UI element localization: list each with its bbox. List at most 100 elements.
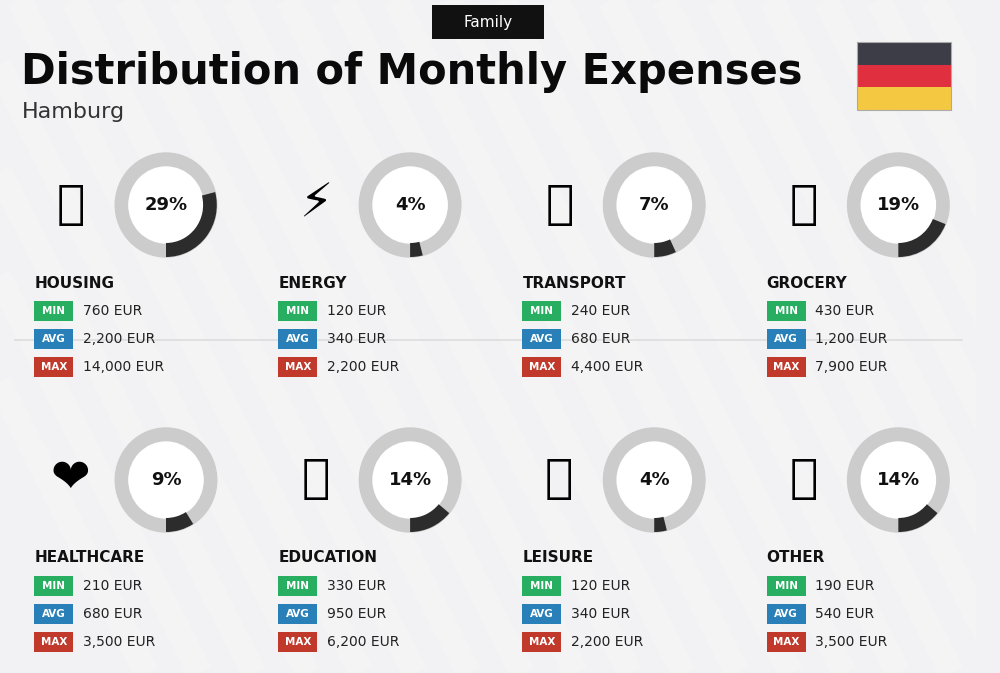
Text: EDUCATION: EDUCATION [278, 551, 377, 565]
Text: MIN: MIN [286, 306, 309, 316]
Wedge shape [410, 504, 449, 532]
Bar [522, 632, 561, 652]
Text: 🛍️: 🛍️ [545, 458, 574, 503]
Text: 29%: 29% [144, 196, 188, 214]
Text: 2,200 EUR: 2,200 EUR [571, 635, 643, 649]
Bar [34, 604, 73, 624]
Bar [278, 576, 317, 596]
Text: AVG: AVG [530, 609, 554, 619]
Circle shape [617, 167, 691, 243]
Text: Hamburg: Hamburg [21, 102, 125, 122]
Circle shape [115, 428, 217, 532]
Bar [34, 329, 73, 349]
Bar [857, 42, 951, 65]
Text: 19%: 19% [877, 196, 920, 214]
Text: HEALTHCARE: HEALTHCARE [34, 551, 144, 565]
Text: OTHER: OTHER [767, 551, 825, 565]
Text: 120 EUR: 120 EUR [327, 304, 386, 318]
Circle shape [115, 153, 217, 257]
Text: 3,500 EUR: 3,500 EUR [815, 635, 888, 649]
Text: 7%: 7% [639, 196, 670, 214]
Bar [278, 329, 317, 349]
Text: MAX: MAX [529, 637, 555, 647]
Text: LEISURE: LEISURE [522, 551, 594, 565]
Bar [767, 576, 806, 596]
Text: AVG: AVG [774, 609, 798, 619]
Text: AVG: AVG [774, 334, 798, 344]
Text: MIN: MIN [42, 581, 65, 591]
Circle shape [373, 167, 447, 243]
Text: 4,400 EUR: 4,400 EUR [571, 360, 643, 374]
Bar [522, 301, 561, 321]
Circle shape [129, 167, 203, 243]
Circle shape [848, 153, 949, 257]
Text: HOUSING: HOUSING [34, 275, 114, 291]
Bar [857, 87, 951, 110]
Text: Distribution of Monthly Expenses: Distribution of Monthly Expenses [21, 51, 803, 93]
Text: MAX: MAX [285, 637, 311, 647]
Text: 330 EUR: 330 EUR [327, 579, 386, 593]
Circle shape [617, 442, 691, 518]
Text: 🚌: 🚌 [545, 182, 574, 227]
Text: 430 EUR: 430 EUR [815, 304, 874, 318]
Text: AVG: AVG [286, 609, 310, 619]
Text: MAX: MAX [41, 637, 67, 647]
Text: 🎓: 🎓 [301, 458, 330, 503]
Text: 4%: 4% [395, 196, 425, 214]
Text: MIN: MIN [775, 581, 798, 591]
Bar [767, 301, 806, 321]
Text: MAX: MAX [529, 362, 555, 372]
Text: MIN: MIN [286, 581, 309, 591]
Circle shape [861, 167, 935, 243]
Bar [522, 329, 561, 349]
Bar [278, 632, 317, 652]
Text: MIN: MIN [530, 581, 553, 591]
Bar [34, 301, 73, 321]
Text: 🛒: 🛒 [789, 182, 818, 227]
Circle shape [848, 428, 949, 532]
Text: AVG: AVG [42, 334, 66, 344]
Bar [34, 576, 73, 596]
Text: 120 EUR: 120 EUR [571, 579, 630, 593]
Text: 3,500 EUR: 3,500 EUR [83, 635, 155, 649]
Text: Family: Family [464, 15, 513, 30]
Text: MIN: MIN [42, 306, 65, 316]
Wedge shape [654, 517, 667, 532]
Text: 760 EUR: 760 EUR [83, 304, 142, 318]
Text: 4%: 4% [639, 471, 670, 489]
FancyBboxPatch shape [432, 5, 544, 39]
Text: 6,200 EUR: 6,200 EUR [327, 635, 399, 649]
Wedge shape [898, 219, 946, 257]
Bar [857, 42, 951, 110]
Text: 9%: 9% [151, 471, 181, 489]
Bar [522, 604, 561, 624]
Text: 2,200 EUR: 2,200 EUR [327, 360, 399, 374]
Bar [522, 576, 561, 596]
Text: ENERGY: ENERGY [278, 275, 347, 291]
Text: TRANSPORT: TRANSPORT [522, 275, 626, 291]
Circle shape [359, 153, 461, 257]
Text: 240 EUR: 240 EUR [571, 304, 630, 318]
Circle shape [129, 442, 203, 518]
Text: 680 EUR: 680 EUR [571, 332, 631, 346]
Text: AVG: AVG [286, 334, 310, 344]
Bar [857, 65, 951, 87]
Text: 14,000 EUR: 14,000 EUR [83, 360, 164, 374]
Bar [522, 357, 561, 377]
Bar [767, 604, 806, 624]
Wedge shape [898, 504, 937, 532]
Text: 190 EUR: 190 EUR [815, 579, 875, 593]
Text: 2,200 EUR: 2,200 EUR [83, 332, 155, 346]
Circle shape [373, 442, 447, 518]
Text: 540 EUR: 540 EUR [815, 607, 874, 621]
Text: 14%: 14% [389, 471, 432, 489]
Text: 💰: 💰 [789, 458, 818, 503]
Text: MAX: MAX [285, 362, 311, 372]
Text: 210 EUR: 210 EUR [83, 579, 142, 593]
Circle shape [861, 442, 935, 518]
Text: ❤️: ❤️ [51, 458, 91, 503]
Text: 🏢: 🏢 [57, 182, 85, 227]
Text: 14%: 14% [877, 471, 920, 489]
Bar [767, 632, 806, 652]
Wedge shape [410, 242, 423, 257]
